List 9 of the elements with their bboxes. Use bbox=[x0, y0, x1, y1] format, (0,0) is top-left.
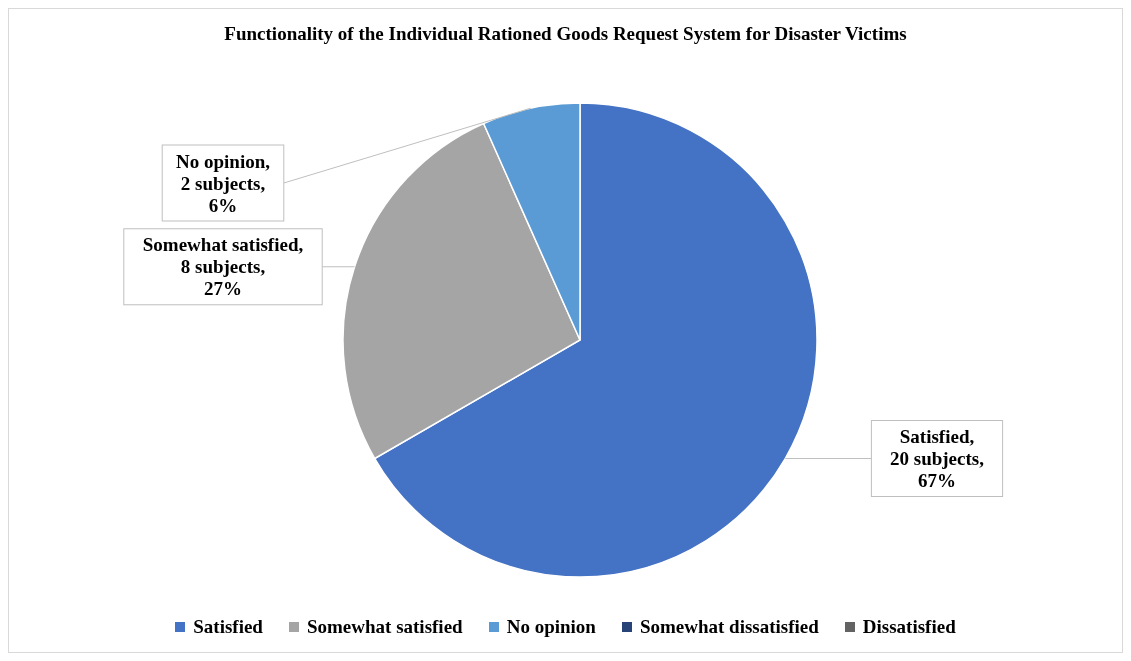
legend-label: No opinion bbox=[506, 616, 596, 638]
data-label: Satisfied, 20 subjects, 67% bbox=[890, 426, 985, 492]
data-label: No opinion, 2 subjects, 6% bbox=[176, 150, 271, 216]
chart-title: Functionality of the Individual Rationed Goods Request System for Disaster Victims bbox=[223, 23, 908, 45]
legend-label: Dissatisfied bbox=[862, 616, 956, 638]
legend-label: Satisfied bbox=[193, 616, 263, 638]
data-label: Somewhat satisfied, 8 subjects, 27% bbox=[142, 234, 304, 300]
legend-label: Somewhat satisfied bbox=[306, 616, 463, 638]
legend-label: Somewhat dissatisfied bbox=[639, 616, 819, 638]
